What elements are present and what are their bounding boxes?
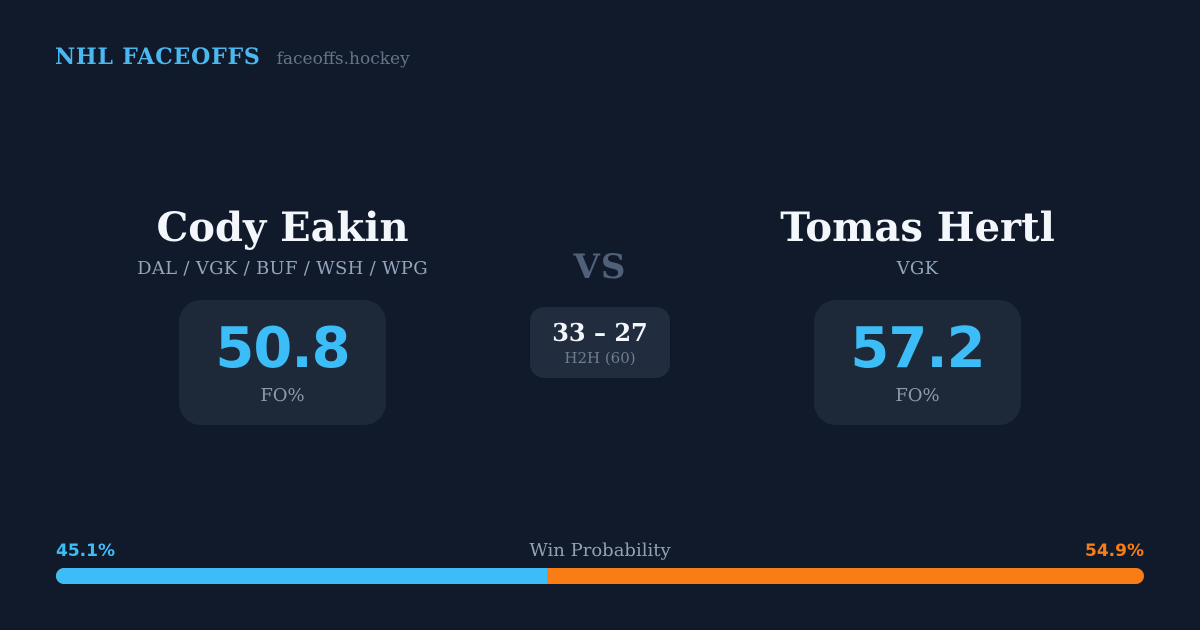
- player-left-teams: DAL / VGK / BUF / WSH / WPG: [137, 258, 428, 279]
- win-probability-right-pct: 54.9%: [1085, 541, 1144, 561]
- player-right-teams: VGK: [896, 258, 939, 279]
- player-left-stat-card: 50.8 FO%: [179, 300, 386, 425]
- player-left-fo-label: FO%: [260, 385, 305, 406]
- site-domain: faceoffs.hockey: [276, 49, 410, 69]
- brand-title: NHL FACEOFFS: [55, 44, 261, 70]
- win-probability-title: Win Probability: [529, 540, 671, 561]
- header: NHL FACEOFFS faceoffs.hockey: [55, 44, 410, 70]
- player-left-fo-value: 50.8: [215, 316, 350, 381]
- player-right-name: Tomas Hertl: [780, 204, 1055, 251]
- player-right-stat-card: 57.2 FO%: [814, 300, 1021, 425]
- player-left-column: Cody Eakin DAL / VGK / BUF / WSH / WPG 5…: [60, 205, 505, 425]
- player-right-column: Tomas Hertl VGK 57.2 FO%: [695, 205, 1140, 425]
- h2h-box: 33 – 27 H2H (60): [530, 307, 670, 379]
- matchup-center-column: VS 33 – 27 H2H (60): [505, 247, 695, 379]
- win-probability-labels: 45.1% Win Probability 54.9%: [56, 540, 1144, 561]
- player-right-fo-value: 57.2: [850, 316, 985, 381]
- winbar-left: [56, 568, 547, 584]
- h2h-score: 33 – 27: [552, 318, 648, 347]
- player-left-name: Cody Eakin: [156, 204, 409, 251]
- player-right-fo-label: FO%: [895, 385, 940, 406]
- win-probability-bar: [56, 568, 1144, 584]
- h2h-sample-label: H2H (60): [564, 349, 636, 368]
- win-probability-left-pct: 45.1%: [56, 541, 115, 561]
- vs-label: VS: [573, 247, 627, 287]
